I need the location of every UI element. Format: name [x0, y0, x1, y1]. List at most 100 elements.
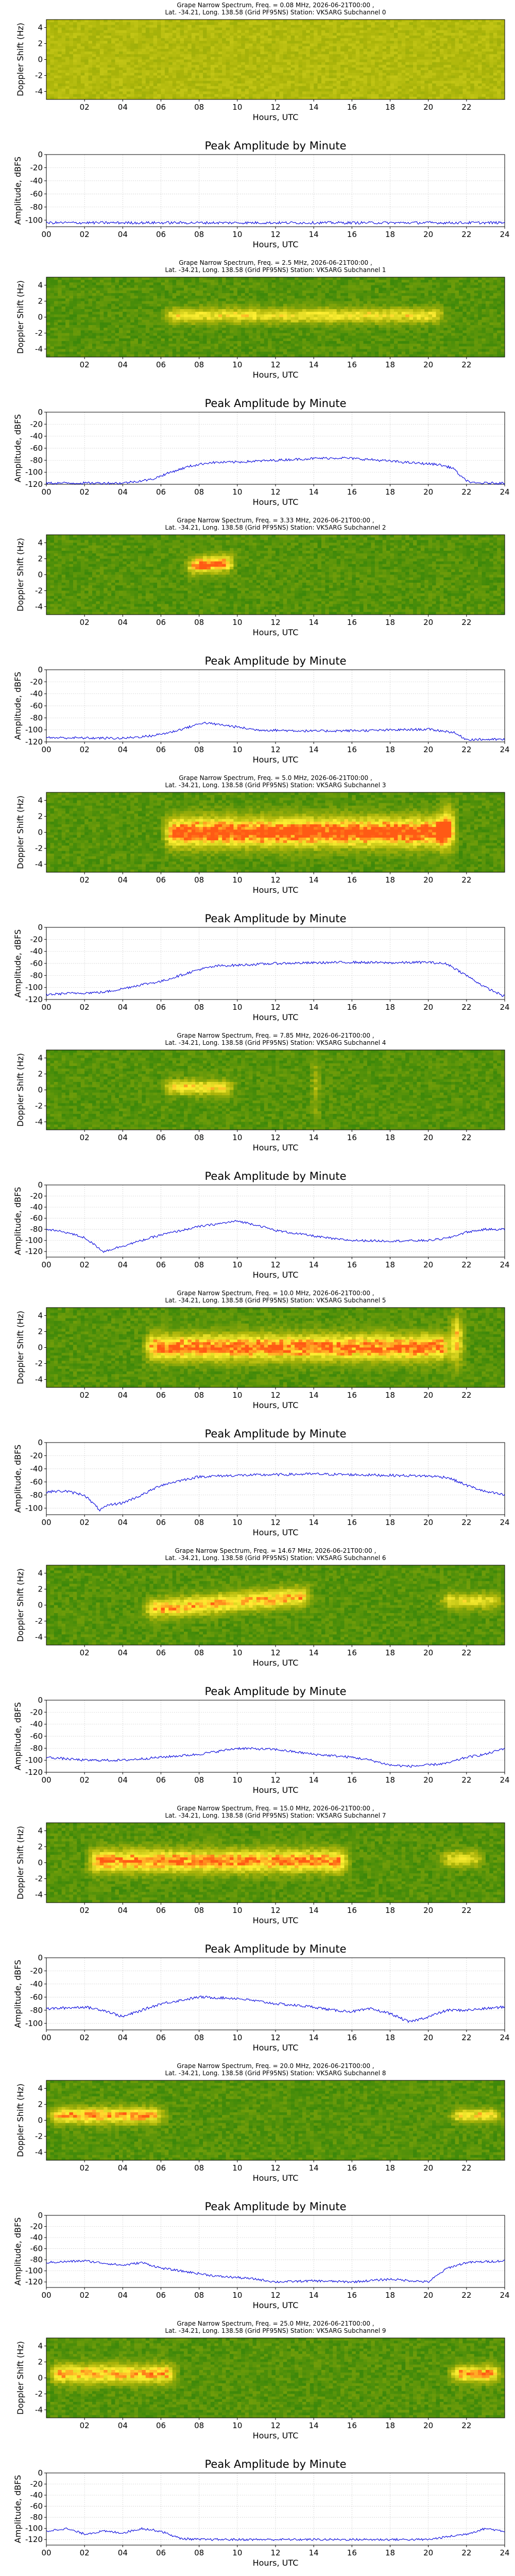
x-tick-label: 22: [461, 360, 471, 369]
y-tick-label: -20: [30, 677, 43, 686]
x-tick-label: 12: [270, 103, 280, 112]
spectrogram-subtitle: Lat. -34.21, Long. 138.58 (Grid PF95NS) …: [165, 1297, 386, 1304]
x-axis-label: Hours, UTC: [253, 497, 299, 507]
y-axis-label: Amplitude, dBFS: [13, 929, 23, 997]
line-plot-title: Peak Amplitude by Minute: [205, 1428, 347, 1440]
x-axis-label: Hours, UTC: [253, 2300, 299, 2310]
x-tick-label: 10: [232, 1775, 242, 1785]
x-tick-label: 22: [461, 230, 471, 239]
y-tick-label: -100: [25, 1503, 43, 1513]
x-tick-label: 22: [461, 1391, 471, 1400]
y-axis-label: Doppler Shift (Hz): [15, 1053, 25, 1127]
y-tick-label: -80: [30, 1225, 43, 1234]
y-tick-label: -40: [30, 176, 43, 185]
x-tick-label: 04: [118, 230, 128, 239]
x-tick-label: 10: [232, 1906, 242, 1915]
x-tick-label: 16: [347, 2421, 357, 2430]
x-tick-label: 10: [232, 2548, 242, 2557]
peak-amplitude-plot-5: Peak Amplitude by Minute0-20-40-60-80-10…: [13, 1428, 510, 1537]
x-tick-label: 08: [194, 745, 204, 754]
y-tick-label: 0: [38, 2211, 43, 2220]
y-tick-label: -4: [35, 2148, 43, 2157]
x-tick-label: 02: [80, 2033, 90, 2042]
y-tick-label: -40: [30, 1464, 43, 1473]
y-tick-label: 2: [38, 1327, 43, 1336]
x-tick-label: 06: [156, 1133, 166, 1142]
x-tick-label: 12: [270, 1003, 280, 1012]
y-tick-label: -40: [30, 1202, 43, 1212]
x-axis-label: Hours, UTC: [253, 1143, 299, 1153]
spectrogram-cells: [46, 1308, 505, 1388]
x-tick-label: 16: [347, 1775, 357, 1785]
spectrogram-subtitle: Lat. -34.21, Long. 138.58 (Grid PF95NS) …: [165, 9, 386, 16]
x-tick-label: 10: [232, 2291, 242, 2300]
y-tick-label: -20: [30, 1192, 43, 1201]
y-tick-label: 4: [38, 1054, 43, 1063]
y-tick-label: -4: [35, 1117, 43, 1127]
x-tick-label: 04: [118, 1133, 128, 1142]
x-tick-label: 10: [232, 487, 242, 497]
y-tick-label: -4: [35, 1633, 43, 1642]
x-tick-label: 22: [461, 103, 471, 112]
y-tick-label: -40: [30, 2490, 43, 2500]
x-tick-label: 14: [309, 487, 319, 497]
peak-amplitude-plot-7: Peak Amplitude by Minute0-20-40-60-80-10…: [13, 1943, 510, 2053]
x-tick-label: 02: [80, 2163, 90, 2173]
x-tick-label: 06: [156, 745, 166, 754]
y-tick-label: -120: [25, 2535, 43, 2544]
spectrogram-title: Grape Narrow Spectrum, Freq. = 3.33 MHz,…: [177, 517, 374, 524]
x-tick-label: 08: [194, 1391, 204, 1400]
x-tick-label: 10: [232, 230, 242, 239]
spectrogram-cells: [46, 277, 505, 358]
x-tick-label: 00: [41, 2291, 51, 2300]
y-tick-label: -2: [35, 1101, 43, 1111]
y-tick-label: 0: [38, 408, 43, 417]
y-tick-label: 4: [38, 2342, 43, 2351]
spectrogram-title: Grape Narrow Spectrum, Freq. = 7.85 MHz,…: [177, 1032, 374, 1039]
y-tick-label: 4: [38, 1826, 43, 1836]
x-tick-label: 16: [347, 2548, 357, 2557]
x-tick-label: 02: [80, 745, 90, 754]
x-tick-label: 16: [347, 618, 357, 627]
y-axis-label: Doppler Shift (Hz): [15, 23, 25, 96]
y-tick-label: -100: [25, 215, 43, 225]
y-tick-label: 0: [38, 2116, 43, 2125]
y-tick-label: -100: [25, 1756, 43, 1765]
y-tick-label: 0: [38, 923, 43, 932]
x-tick-label: 20: [423, 1133, 433, 1142]
y-tick-label: -60: [30, 1477, 43, 1486]
spectrogram-cells: [46, 1050, 505, 1130]
x-tick-label: 04: [118, 2421, 128, 2430]
y-tick-label: 0: [38, 1858, 43, 1868]
x-tick-label: 14: [309, 1775, 319, 1785]
y-tick-label: 2: [38, 297, 43, 306]
y-tick-label: 4: [38, 1311, 43, 1320]
y-tick-label: 4: [38, 23, 43, 32]
y-tick-label: -4: [35, 602, 43, 612]
x-tick-label: 02: [80, 2548, 90, 2557]
x-tick-label: 24: [500, 2291, 509, 2300]
x-tick-label: 00: [41, 1260, 51, 1269]
peak-amplitude-plot-6: Peak Amplitude by Minute0-20-40-60-80-10…: [13, 1685, 510, 1795]
x-tick-label: 02: [80, 875, 90, 885]
x-tick-label: 06: [156, 2291, 166, 2300]
x-tick-label: 12: [270, 1391, 280, 1400]
peak-amplitude-plot-0: Peak Amplitude by Minute0-20-40-60-80-10…: [13, 140, 510, 249]
x-tick-label: 02: [80, 1906, 90, 1915]
x-tick-label: 06: [156, 1648, 166, 1657]
y-tick-label: 2: [38, 39, 43, 48]
y-axis-label: Amplitude, dBFS: [13, 1960, 23, 2028]
y-tick-label: -60: [30, 1992, 43, 2002]
x-tick-label: 04: [118, 2033, 128, 2042]
spectrogram-subtitle: Lat. -34.21, Long. 138.58 (Grid PF95NS) …: [165, 2327, 386, 2334]
line-plot-title: Peak Amplitude by Minute: [205, 1685, 347, 1698]
x-tick-label: 04: [118, 360, 128, 369]
y-tick-label: -20: [30, 1966, 43, 1975]
x-tick-label: 20: [423, 1003, 433, 1012]
x-tick-label: 18: [385, 103, 395, 112]
x-axis-label: Hours, UTC: [253, 1270, 299, 1280]
x-tick-label: 16: [347, 1133, 357, 1142]
x-tick-label: 00: [41, 2033, 51, 2042]
x-axis-label: Hours, UTC: [253, 1658, 299, 1668]
x-tick-label: 04: [118, 1775, 128, 1785]
